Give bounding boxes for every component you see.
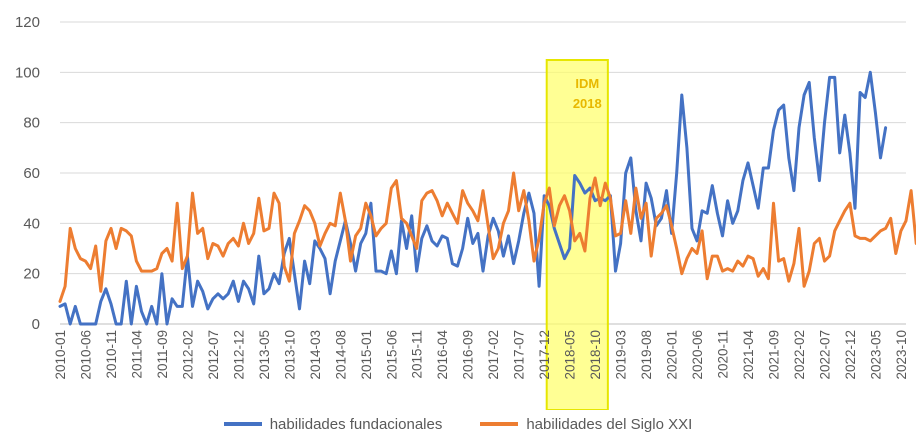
x-tick-label: 2016-09 <box>461 330 476 380</box>
series-lines <box>58 70 916 326</box>
legend-label-siglo-xxi: habilidades del Siglo XXI <box>526 415 693 433</box>
x-tick-label: 2021-09 <box>766 330 781 380</box>
x-tick-label: 2020-11 <box>716 330 731 379</box>
x-tick-label: 2017-02 <box>486 330 501 380</box>
x-tick-label: 2022-07 <box>817 330 832 380</box>
x-tick-label: 2023-05 <box>868 330 883 380</box>
x-tick-label: 2014-03 <box>308 330 323 380</box>
x-tick-label: 2014-08 <box>333 330 348 380</box>
x-tick-label: 2010-01 <box>53 330 68 380</box>
y-tick-label: 0 <box>32 316 40 333</box>
legend: habilidades fundacionales habilidades de… <box>0 410 916 438</box>
x-tick-label: 2018-10 <box>588 330 603 380</box>
x-tick-label: 2020-01 <box>665 330 680 380</box>
series-line-0 <box>58 70 888 326</box>
y-axis: 0 20 40 60 80 100 120 <box>15 14 40 333</box>
x-tick-label: 2012-12 <box>231 330 246 380</box>
y-tick-label: 40 <box>23 215 40 232</box>
x-tick-label: 2011-04 <box>129 330 144 379</box>
x-tick-label: 2010-06 <box>78 330 93 380</box>
legend-label-fundacionales: habilidades fundacionales <box>269 415 443 433</box>
y-tick-label: 80 <box>23 115 40 132</box>
y-tick-label: 100 <box>15 64 40 81</box>
x-tick-label: 2023-10 <box>894 330 909 380</box>
x-tick-label: 2017-07 <box>512 330 527 380</box>
legend-item-fundacionales: habilidades fundacionales <box>223 415 443 433</box>
x-tick-label: 2010-11 <box>104 330 119 379</box>
x-tick-label: 2013-05 <box>257 330 272 380</box>
x-tick-label: 2012-02 <box>180 330 195 380</box>
x-tick-label: 2018-05 <box>563 330 578 380</box>
legend-swatch-orange <box>480 422 519 426</box>
x-tick-label: 2015-01 <box>359 330 374 380</box>
y-tick-label: 120 <box>15 14 40 31</box>
x-tick-label: 2022-12 <box>843 330 858 380</box>
x-tick-label: 2020-06 <box>690 330 705 380</box>
x-tick-label: 2021-04 <box>741 330 756 380</box>
x-tick-label: 2019-03 <box>614 330 629 380</box>
x-tick-label: 2022-02 <box>792 330 807 380</box>
x-tick-label: 2017-12 <box>537 330 552 380</box>
x-tick-label: 2015-06 <box>384 330 399 380</box>
idm-annotation-label: IDM <box>575 76 599 91</box>
y-tick-label: 60 <box>23 165 40 182</box>
legend-item-siglo-xxi: habilidades del Siglo XXI <box>480 416 692 433</box>
idm-annotation-year: 2018 <box>573 96 602 111</box>
y-tick-label: 20 <box>23 266 40 283</box>
gridlines <box>60 21 906 325</box>
legend-swatch-blue <box>223 422 262 426</box>
x-tick-label: 2011-09 <box>155 330 170 379</box>
x-tick-label: 2019-08 <box>639 330 654 380</box>
x-tick-label: 2012-07 <box>206 330 221 380</box>
x-tick-label: 2013-10 <box>282 330 297 380</box>
x-tick-label: 2016-04 <box>435 330 450 380</box>
x-tick-label: 2015-11 <box>410 330 425 379</box>
series-line-1 <box>58 171 916 303</box>
x-axis: 2010-01 2010-06 2010-11 2011-04 2011-09 2012-… <box>53 330 909 380</box>
